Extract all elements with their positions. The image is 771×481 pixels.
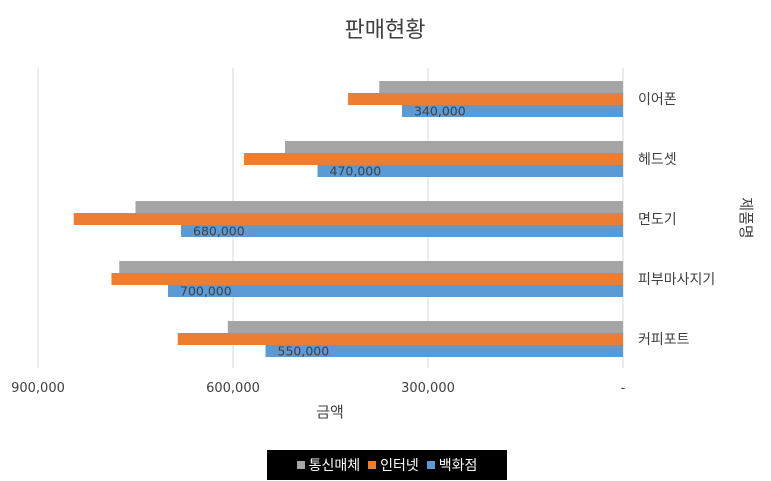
bar <box>244 153 624 165</box>
bar <box>111 273 623 285</box>
x-tick-label: 600,000 <box>206 381 260 396</box>
bar <box>379 81 623 93</box>
legend-swatch-blue <box>426 461 435 469</box>
bar <box>265 345 623 357</box>
bar <box>73 213 623 225</box>
data-label: 700,000 <box>180 284 232 299</box>
category-label: 헤드셋 <box>638 152 677 168</box>
legend-item-internet: 인터넷 <box>368 455 419 475</box>
bar <box>135 201 623 213</box>
x-tick-labels: 900,000 600,000 300,000 - <box>11 381 626 396</box>
x-tick-label: 900,000 <box>11 381 65 396</box>
legend-label: 인터넷 <box>380 458 419 474</box>
bars <box>73 81 624 357</box>
bar <box>168 285 623 297</box>
chart-title: 판매현황 <box>345 18 426 43</box>
bar <box>119 261 623 273</box>
bar <box>181 225 623 237</box>
legend-swatch-gray <box>296 461 305 469</box>
bar <box>317 165 623 177</box>
data-labels: 340,000 470,000 680,000 700,000 550,000 <box>180 104 466 359</box>
data-label: 550,000 <box>278 344 330 359</box>
legend-label: 백화점 <box>438 458 478 474</box>
legend-item-department: 백화점 <box>426 455 478 475</box>
data-label: 680,000 <box>193 224 245 239</box>
y-axis-title: 제품명 <box>737 197 755 238</box>
category-label: 이어폰 <box>638 92 677 108</box>
bar <box>402 105 623 117</box>
category-label: 커피포트 <box>638 332 690 348</box>
bar <box>285 141 623 153</box>
x-tick-label: 300,000 <box>401 381 455 396</box>
bar <box>348 93 623 105</box>
category-label: 피부마사지기 <box>638 272 715 288</box>
category-label: 면도기 <box>638 212 677 228</box>
legend-item-tongsin: 통신매체 <box>296 455 361 475</box>
bar <box>177 333 623 345</box>
legend-swatch-orange <box>368 461 377 469</box>
x-axis-title: 금액 <box>316 403 344 421</box>
legend-label: 통신매체 <box>308 458 361 474</box>
data-label: 340,000 <box>414 104 466 119</box>
legend: 통신매체 인터넷 백화점 <box>267 450 507 480</box>
bar <box>227 321 624 333</box>
data-label: 470,000 <box>330 164 382 179</box>
x-tick-label: - <box>621 381 626 396</box>
